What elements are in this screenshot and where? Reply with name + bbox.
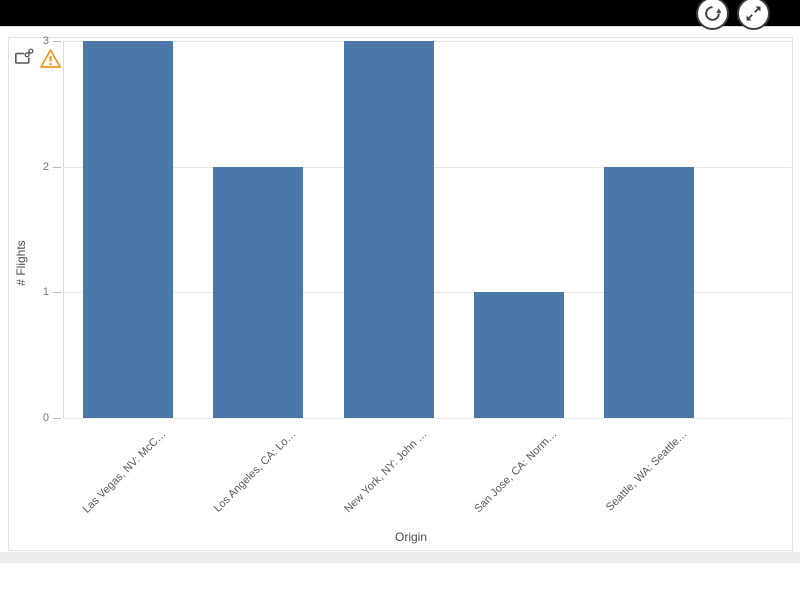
page-background-strip (0, 552, 800, 563)
x-axis-line (63, 418, 791, 419)
x-axis-title: Origin (394, 530, 427, 544)
top-black-bar (0, 0, 800, 26)
refresh-icon (705, 6, 722, 21)
y-tick-label: 3 (42, 35, 49, 47)
bar[interactable] (603, 166, 694, 418)
y-tick-mark (53, 166, 61, 168)
y-tick-label: 2 (42, 160, 49, 173)
x-tick-label: San Jose, CA: Norm… (472, 428, 560, 516)
bar[interactable] (83, 41, 174, 418)
y-tick-mark (53, 418, 61, 419)
share-icon[interactable] (14, 48, 34, 69)
toolbar-divider (0, 26, 800, 27)
y-tick-mark (53, 292, 61, 294)
chart-card: 0 1 2 3 Las Vegas, NV: McC… Los Angeles, CA: … (8, 35, 793, 551)
bar-chart-plot-area: 0 1 2 3 Las Vegas, NV: McC… Los Angeles, CA: … (9, 35, 792, 550)
x-tick-label: Las Vegas, NV: McC… (80, 428, 169, 516)
y-tick-mark (53, 41, 61, 42)
x-tick-label: Seattle, WA: Seattle… (603, 428, 690, 514)
bar[interactable] (213, 166, 304, 418)
y-axis-title: # Flights (14, 240, 28, 286)
expand-button[interactable] (737, 0, 770, 30)
expand-icon (746, 6, 761, 21)
x-tick-label: Los Angeles, CA: Lo… (212, 428, 299, 515)
x-tick-label: New York, NY: John … (341, 428, 429, 516)
bar[interactable] (343, 41, 434, 418)
warning-icon[interactable] (39, 48, 62, 69)
y-tick-label: 0 (42, 412, 49, 424)
refresh-button[interactable] (696, 0, 729, 30)
bar[interactable] (473, 292, 564, 418)
y-tick-label: 1 (42, 286, 49, 299)
y-axis-line (63, 41, 64, 418)
